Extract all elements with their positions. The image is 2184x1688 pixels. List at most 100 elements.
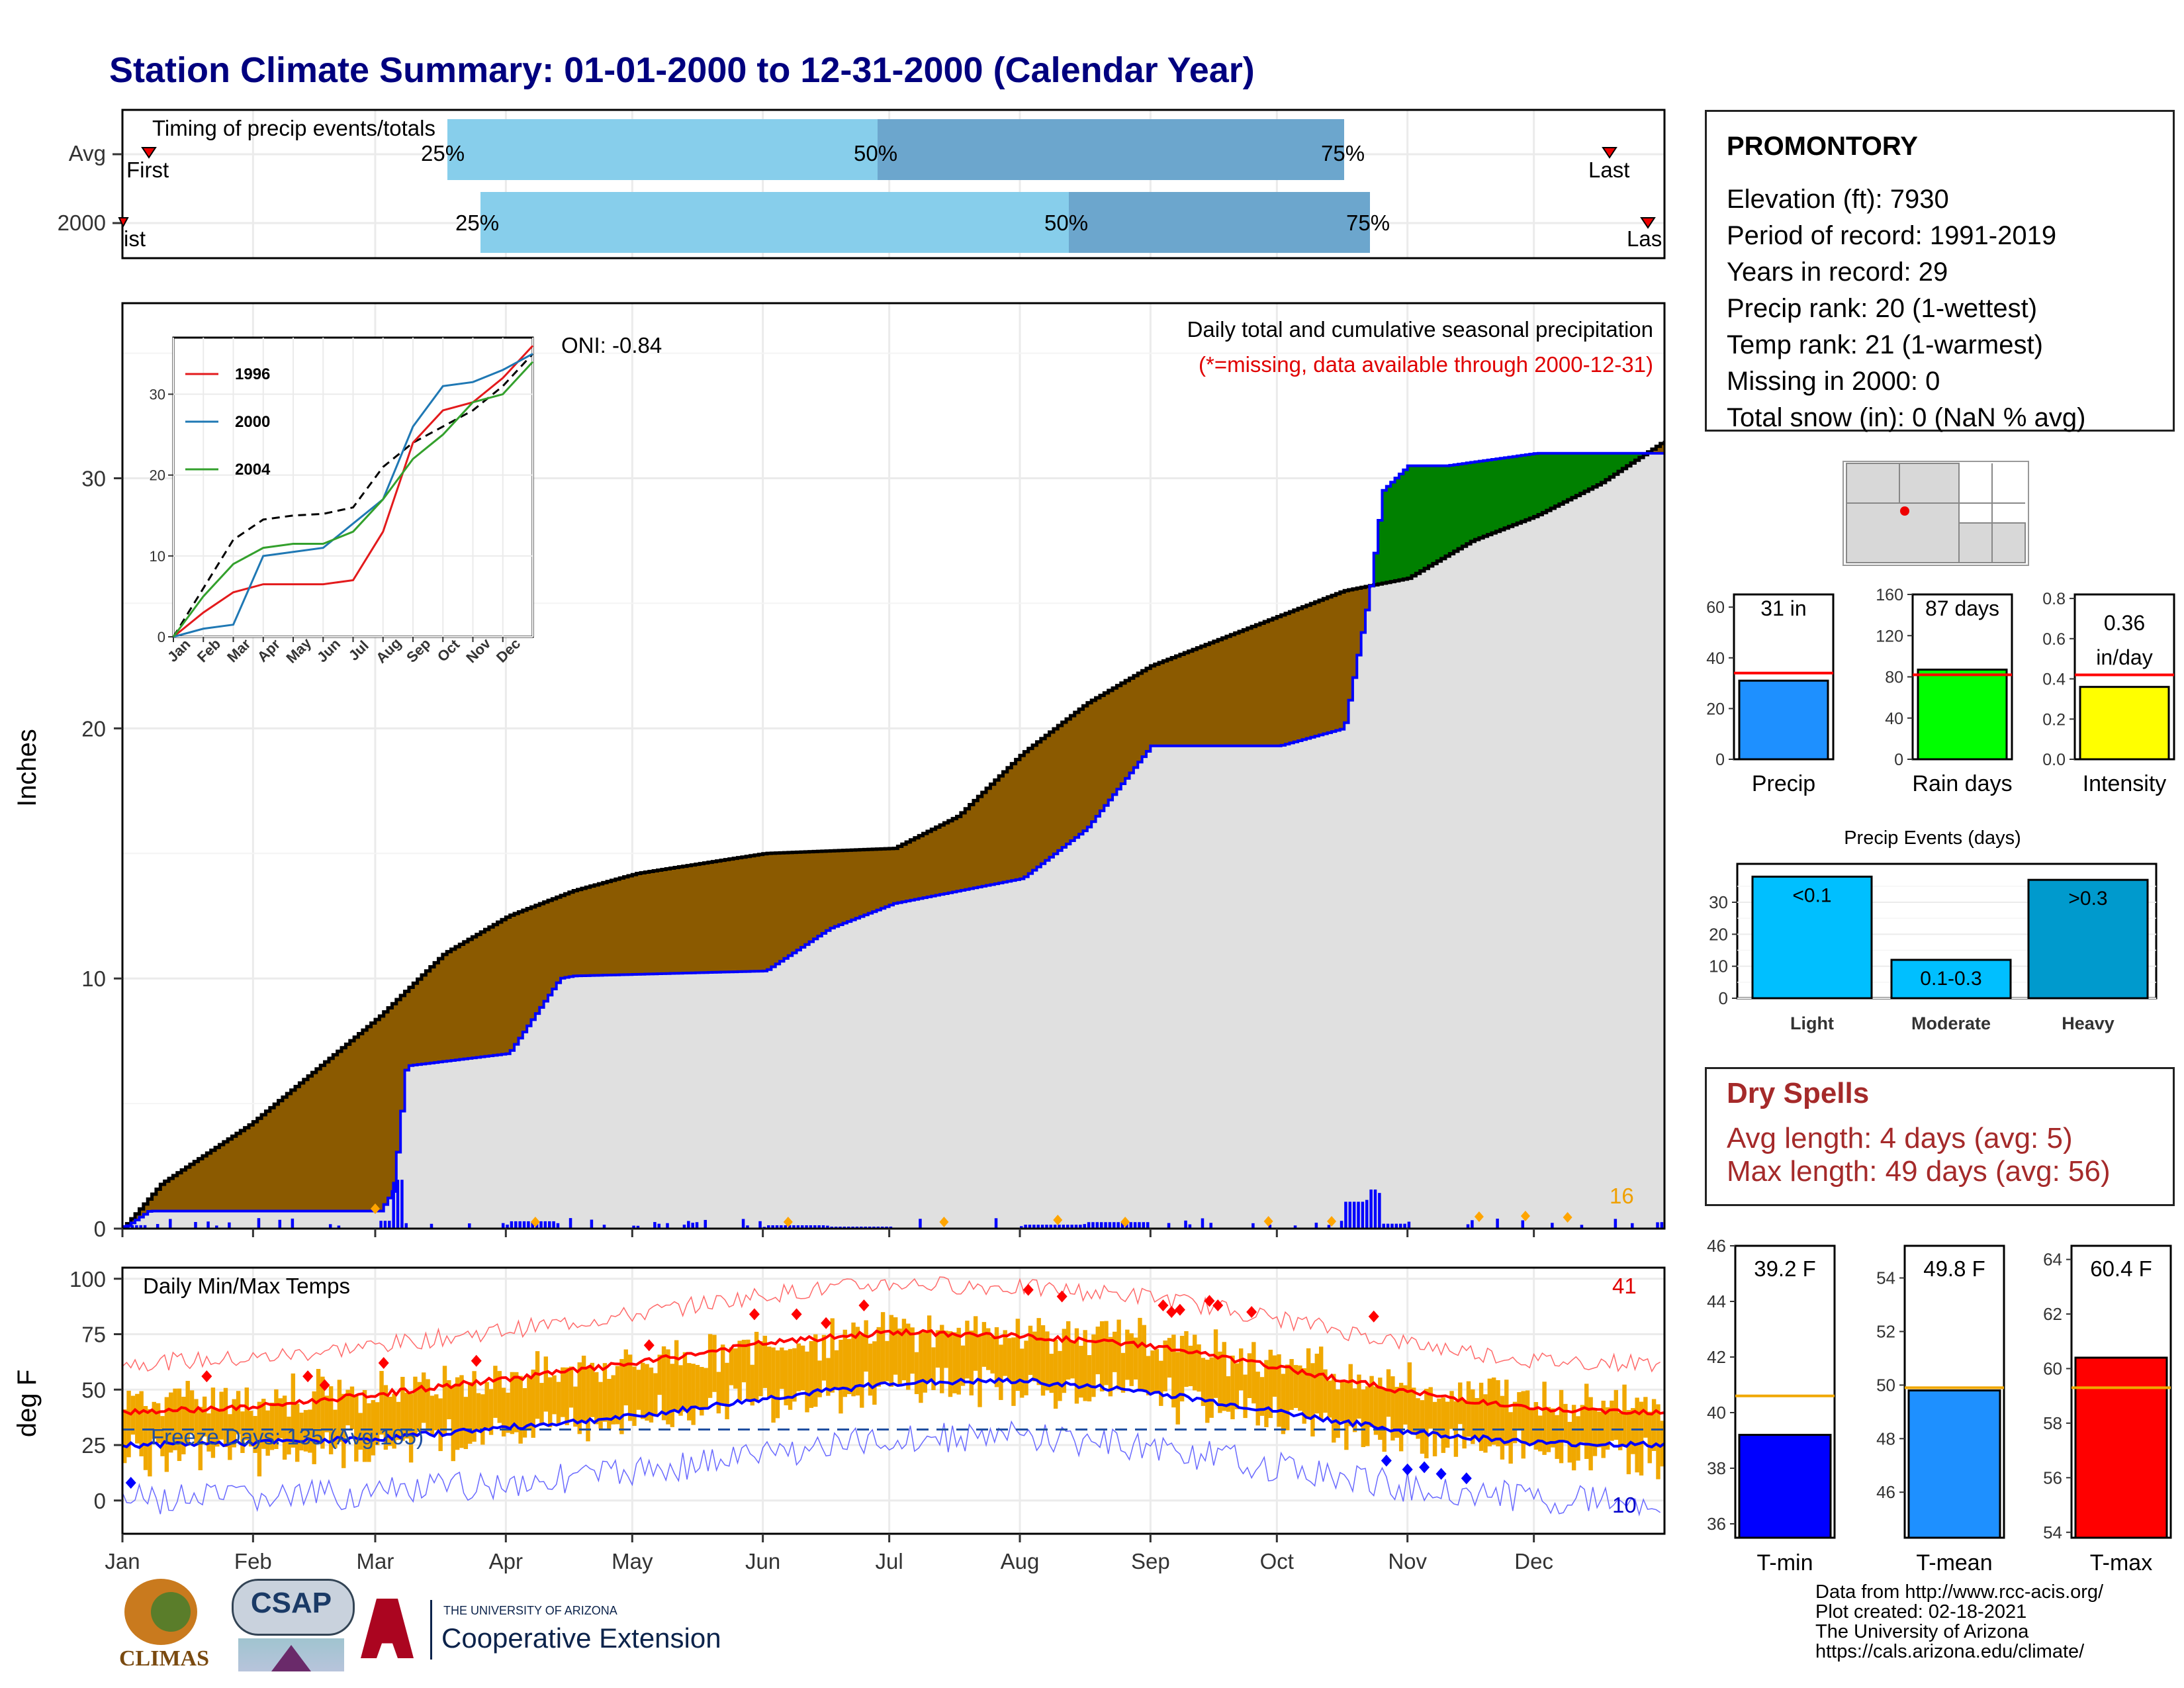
daily-precip-bar <box>741 1219 745 1229</box>
daily-temp-range <box>990 1336 995 1374</box>
daily-temp-range <box>876 1327 881 1387</box>
daily-temp-range <box>1239 1348 1244 1391</box>
daily-precip-bar <box>691 1223 694 1229</box>
daily-temp-range <box>923 1331 927 1393</box>
daily-temp-range <box>627 1354 633 1421</box>
daily-precip-bar <box>1580 1225 1584 1229</box>
daily-precip-bar <box>602 1225 606 1229</box>
temp-chart-tick-label: 54 <box>1876 1268 1895 1288</box>
daily-temp-range <box>1533 1402 1539 1450</box>
daily-temp-range <box>1517 1392 1522 1430</box>
daily-precip-bars <box>122 1180 1664 1229</box>
timing-row-avg: Avg <box>69 141 106 165</box>
daily-temp-range <box>421 1372 426 1423</box>
daily-temp-range <box>547 1377 553 1428</box>
hot-count: 41 <box>1612 1274 1637 1298</box>
daily-temp-range <box>661 1346 666 1421</box>
daily-temp-range <box>1437 1398 1441 1435</box>
daily-temp-range <box>488 1389 494 1435</box>
daily-temp-range <box>1471 1389 1475 1444</box>
avg-min-line <box>122 1377 1664 1450</box>
daily-temp-range <box>506 1392 510 1433</box>
daily-temp-range <box>981 1322 987 1367</box>
daily-temp-range <box>586 1366 590 1442</box>
daily-precip-bar <box>1209 1223 1212 1229</box>
daily-temp-range <box>725 1362 729 1420</box>
daily-temp-range <box>543 1356 549 1412</box>
record-high-marker <box>791 1308 802 1321</box>
record-high-marker <box>1174 1303 1185 1316</box>
record-low-marker <box>125 1476 136 1489</box>
daily-precip-bar <box>1129 1222 1133 1229</box>
daily-temp-range <box>889 1315 894 1387</box>
daily-temp-range <box>986 1328 991 1370</box>
daily-precip-bar <box>337 1225 341 1229</box>
daily-precip-bar <box>1614 1219 1617 1229</box>
daily-temp-range <box>287 1417 291 1455</box>
daily-temp-range <box>1298 1365 1302 1411</box>
daily-temp-range <box>1610 1400 1614 1441</box>
daily-temp-range <box>720 1344 725 1404</box>
daily-precip-bar <box>666 1223 669 1229</box>
daily-temp-range <box>1218 1351 1222 1413</box>
daily-temp-range <box>1617 1412 1623 1450</box>
daily-temp-range <box>948 1331 953 1397</box>
daily-temp-range <box>240 1411 245 1453</box>
daily-precip-bar <box>126 1225 130 1229</box>
daily-temp-range <box>1104 1321 1109 1385</box>
daily-temp-range <box>1416 1398 1420 1439</box>
daily-precip-bar <box>994 1218 998 1229</box>
footer-data-source: Data from http://www.rcc-acis.org/ <box>1815 1581 2104 1603</box>
daily-temp-range <box>383 1385 388 1450</box>
station-period: Period of record: 1991-2019 <box>1727 221 2057 250</box>
daily-temp-range <box>404 1392 409 1439</box>
daily-temp-range <box>1487 1378 1492 1446</box>
inset-x-tick-label: Nov <box>463 635 494 667</box>
daily-temp-range <box>160 1416 165 1456</box>
daily-temp-range <box>817 1360 822 1397</box>
daily-temp-range <box>846 1338 852 1395</box>
daily-temp-range <box>333 1409 338 1448</box>
timing-bar-2000-25-50 <box>480 192 1069 253</box>
daily-temp-range <box>510 1372 515 1434</box>
daily-temp-range <box>813 1334 818 1407</box>
daily-temp-range <box>345 1389 350 1426</box>
daily-precip-bar <box>1201 1218 1205 1229</box>
daily-temp-range <box>1390 1376 1395 1441</box>
daily-temp-range <box>607 1379 612 1430</box>
daily-temp-range <box>274 1389 279 1450</box>
daily-temp-range <box>1116 1319 1121 1389</box>
mini-chart-bar <box>2079 686 2170 761</box>
daily-temp-range <box>126 1390 131 1458</box>
mini-chart-tick-label: 0.8 <box>2042 590 2066 608</box>
month-tick-label: Aug <box>1001 1549 1040 1573</box>
daily-precip-bar <box>278 1219 282 1229</box>
daily-precip-bar <box>695 1222 699 1229</box>
daily-precip-bar <box>257 1218 261 1229</box>
daily-temp-range <box>780 1347 784 1389</box>
daily-temp-range <box>1226 1376 1231 1412</box>
dry-spells-title: Dry Spells <box>1727 1077 1870 1109</box>
daily-temp-range <box>1462 1400 1467 1449</box>
ua-small-text: THE UNIVERSITY OF ARIZONA <box>443 1604 617 1617</box>
daily-temp-range <box>1639 1401 1644 1476</box>
daily-temp-range <box>573 1386 578 1427</box>
daily-temp-range <box>1281 1374 1286 1434</box>
daily-precip-bar <box>813 1225 817 1229</box>
inset-y-tick-label: 30 <box>150 387 165 403</box>
daily-precip-bar <box>1066 1225 1069 1229</box>
daily-temp-range <box>666 1349 670 1425</box>
temp-chart-tick-label: 44 <box>1707 1291 1726 1311</box>
daily-temp-range <box>1369 1376 1374 1427</box>
temp-y-tick-label: 25 <box>81 1433 106 1458</box>
daily-temp-range <box>379 1371 384 1435</box>
daily-temp-range <box>1251 1342 1256 1404</box>
daily-precip-bar <box>1113 1222 1116 1229</box>
daily-temp-range <box>1011 1337 1016 1406</box>
daily-temp-range <box>1302 1368 1306 1424</box>
daily-temp-range <box>522 1387 527 1438</box>
daily-temp-range <box>1529 1409 1534 1445</box>
daily-temp-range <box>223 1387 228 1448</box>
footer-university: The University of Arizona <box>1815 1621 2029 1642</box>
daily-temp-range <box>1003 1330 1007 1376</box>
